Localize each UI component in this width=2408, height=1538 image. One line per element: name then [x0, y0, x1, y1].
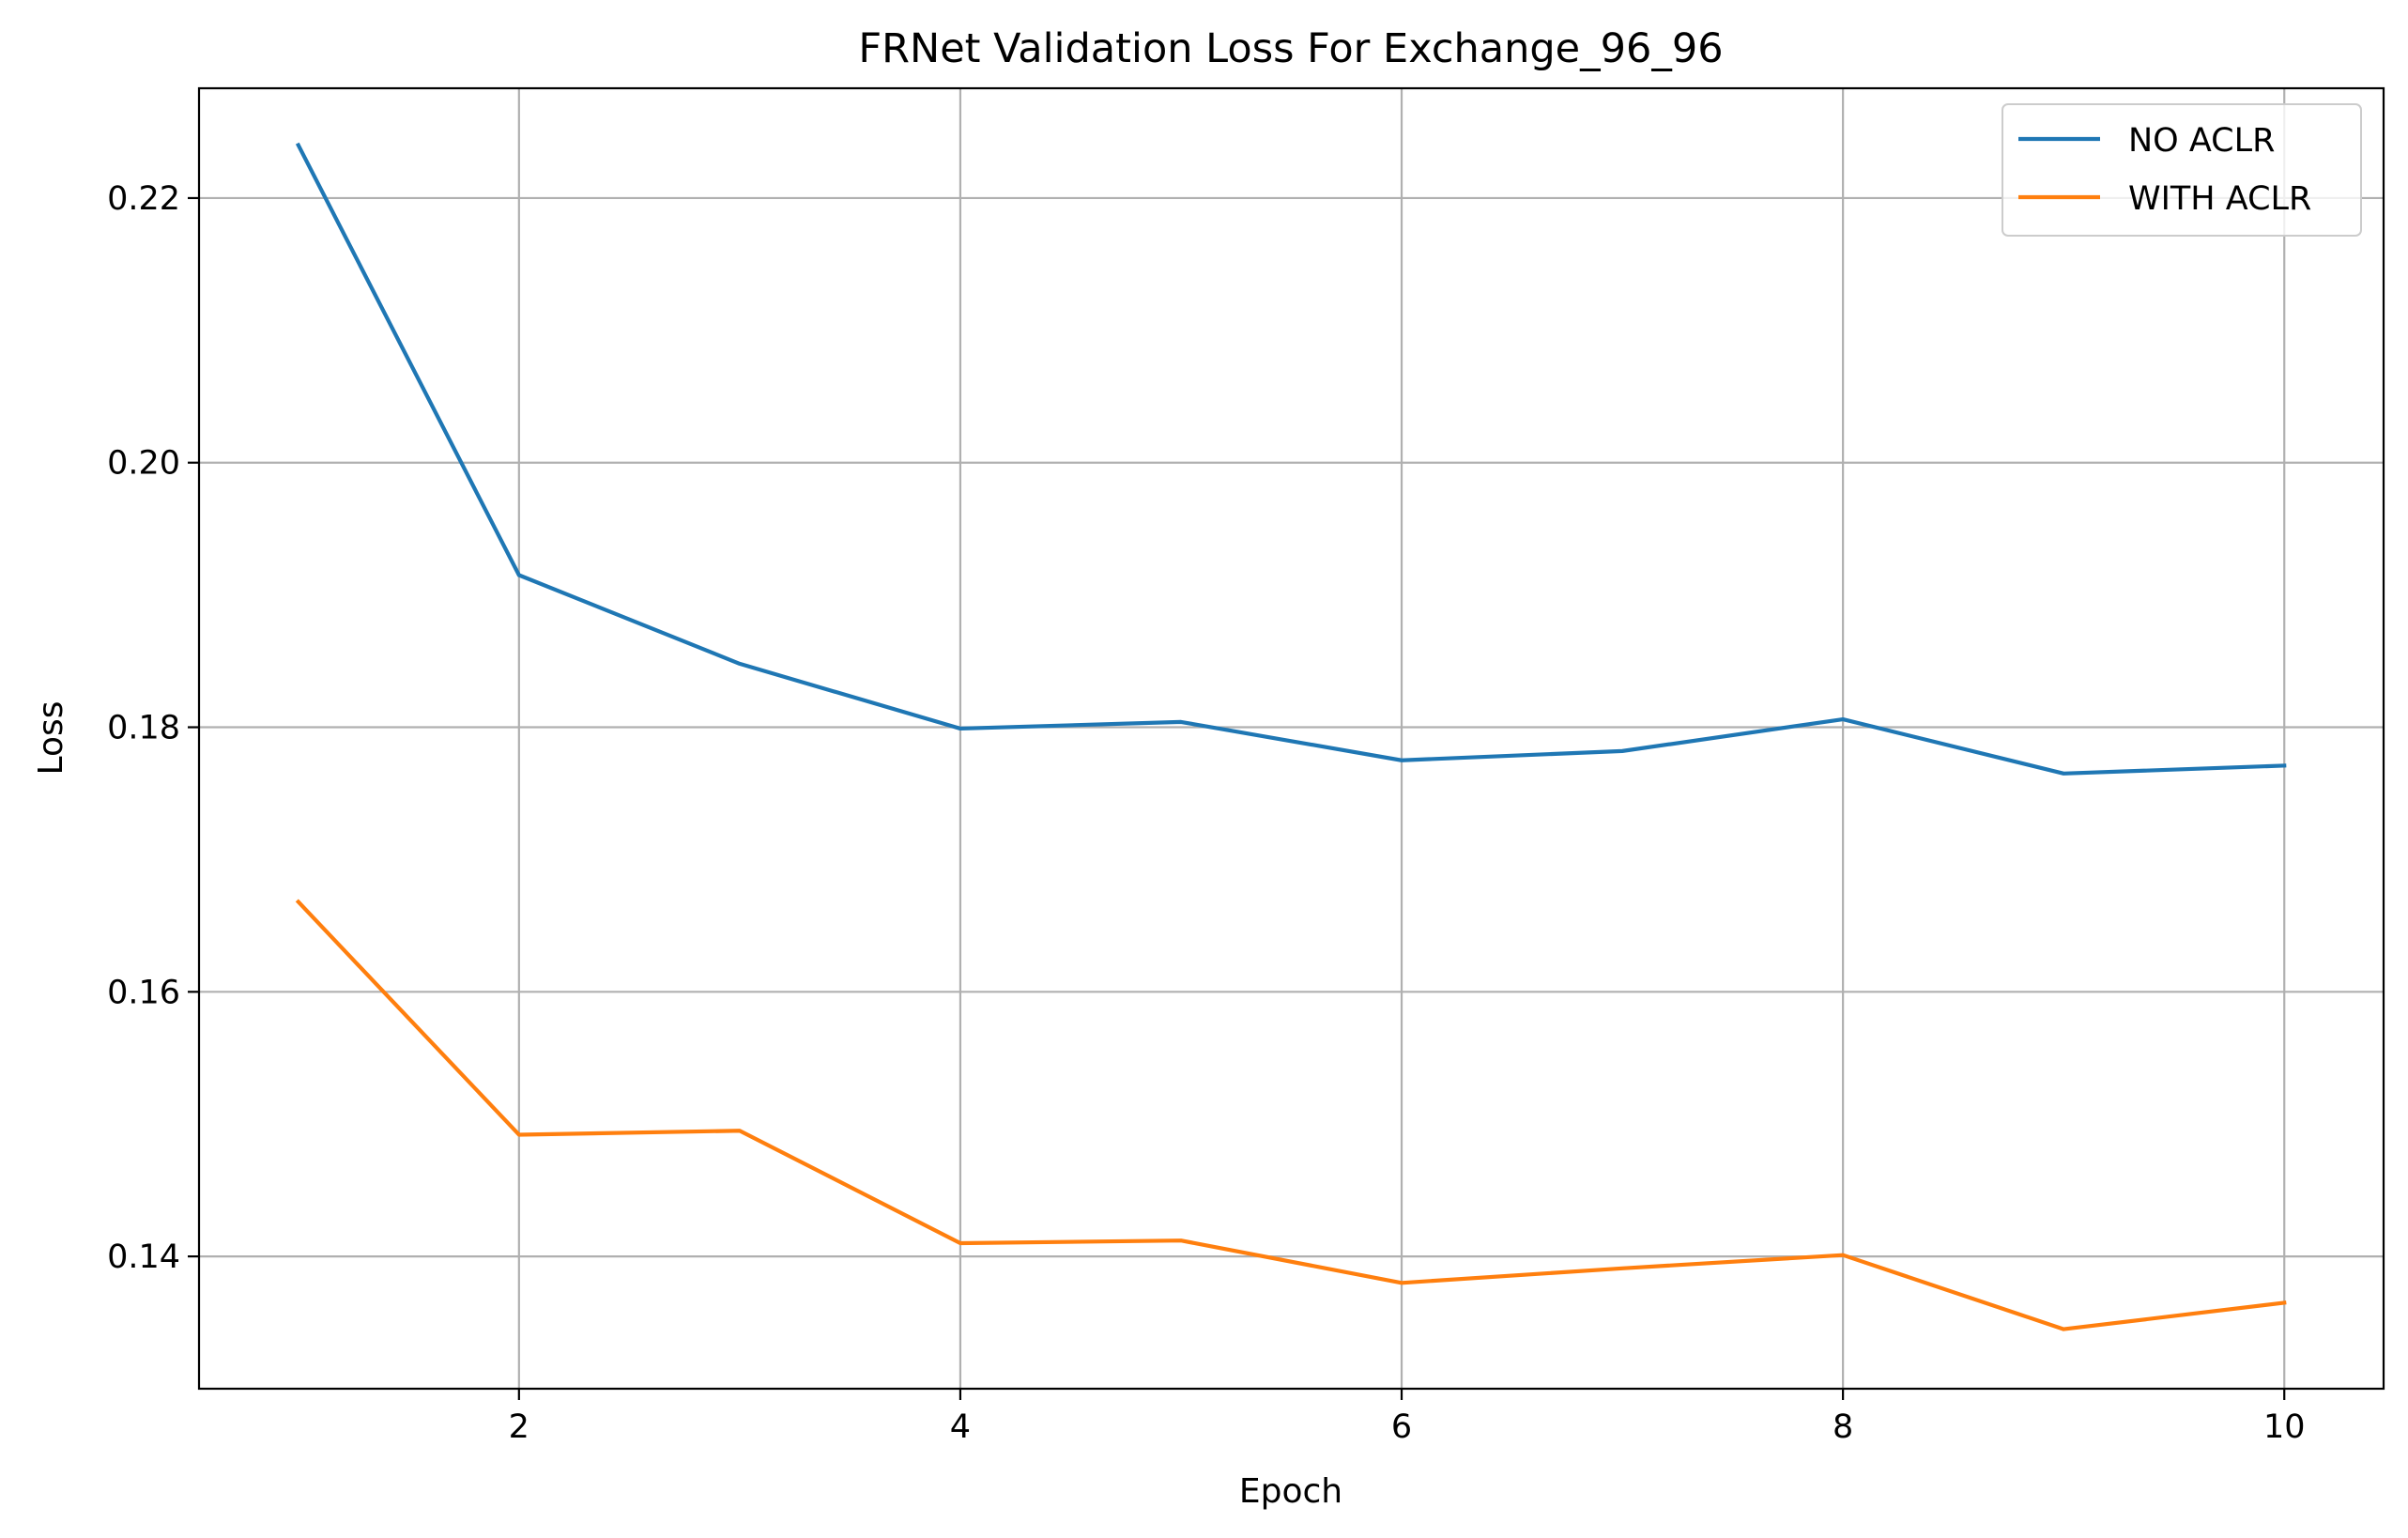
- series-line-with-aclr: [295, 899, 2287, 1331]
- y-tick-label: 0.16: [107, 974, 180, 1011]
- x-tick-label: 4: [950, 1408, 971, 1446]
- x-tick-label: 6: [1391, 1408, 1412, 1446]
- legend: NO ACLR WITH ACLR: [2002, 103, 2362, 237]
- y-axis-label: Loss: [32, 701, 70, 776]
- y-tick-label: 0.14: [107, 1238, 180, 1276]
- y-axis-ticks: 0.14 0.16 0.18 0.20 0.22: [107, 180, 199, 1276]
- x-tick-label: 2: [509, 1408, 529, 1446]
- y-tick-label: 0.20: [107, 445, 180, 483]
- chart-title: FRNet Validation Loss For Exchange_96_96: [858, 25, 1723, 72]
- legend-label-no-aclr: NO ACLR: [2128, 122, 2275, 160]
- y-tick-label: 0.18: [107, 710, 180, 747]
- x-axis-ticks: 2 4 6 8 10: [509, 1389, 2306, 1446]
- x-tick-label: 10: [2263, 1408, 2306, 1446]
- series-lines: [295, 142, 2287, 1331]
- x-axis-label: Epoch: [1239, 1472, 1342, 1511]
- grid: [199, 88, 2384, 1389]
- series-line-no-aclr: [295, 142, 2287, 776]
- legend-label-with-aclr: WITH ACLR: [2128, 180, 2311, 218]
- x-tick-label: 8: [1833, 1408, 1853, 1446]
- y-tick-label: 0.22: [107, 180, 180, 218]
- plot-frame: [197, 86, 2385, 1391]
